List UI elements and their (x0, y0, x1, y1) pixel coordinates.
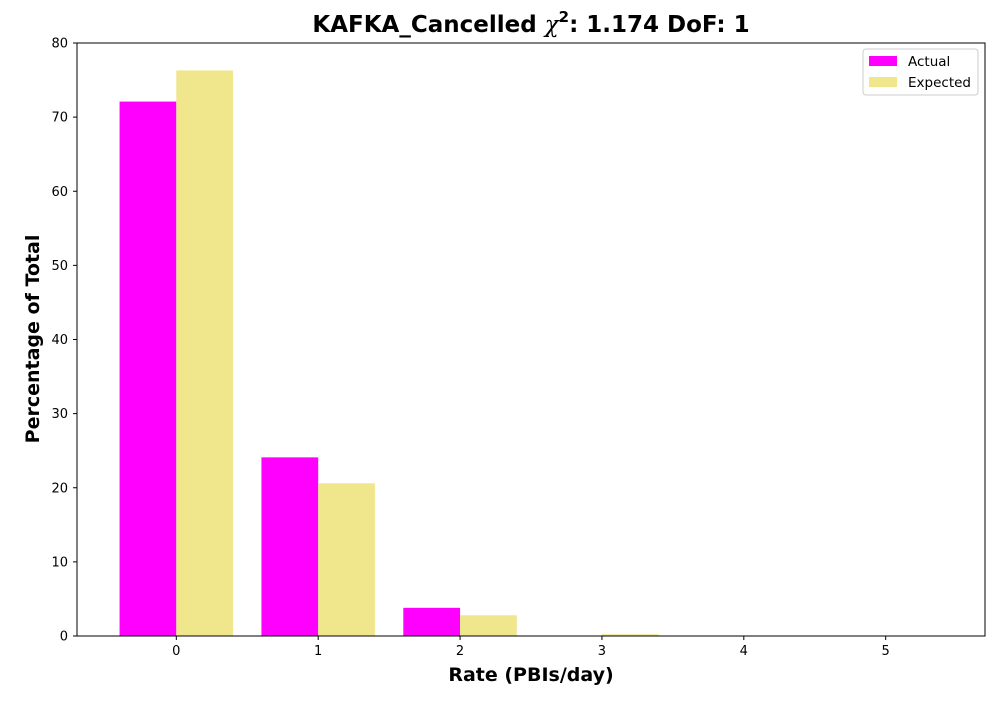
x-tick-label: 1 (314, 644, 322, 659)
x-tick-label: 5 (882, 644, 890, 659)
y-tick-label: 60 (51, 185, 68, 200)
y-tick-label: 40 (51, 333, 68, 348)
y-axis-ticks: 0 10 20 30 40 50 60 70 80 (51, 37, 77, 645)
y-tick-label: 0 (60, 630, 68, 645)
x-tick-label: 0 (172, 644, 180, 659)
bar-expected-1 (318, 483, 375, 636)
x-tick-label: 4 (740, 644, 748, 659)
x-axis-label: Rate (PBIs/day) (448, 664, 613, 686)
chart-title-sup: 2 (559, 8, 569, 26)
chart-title-suffix: : 1.174 DoF: 1 (569, 12, 750, 38)
bar-expected-2 (460, 615, 517, 636)
y-tick-label: 30 (51, 407, 68, 422)
x-tick-label: 2 (456, 644, 464, 659)
chart-title-prefix: KAFKA_Cancelled (312, 12, 544, 38)
x-tick-label: 3 (598, 644, 606, 659)
bars-layer (120, 70, 801, 636)
y-tick-label: 10 (51, 555, 68, 570)
bar-actual-2 (403, 608, 460, 636)
chart-title: KAFKA_Cancelled χ2: 1.174 DoF: 1 (312, 8, 749, 38)
bar-expected-0 (176, 70, 233, 636)
y-tick-label: 50 (51, 259, 68, 274)
y-tick-label: 80 (51, 37, 68, 52)
y-axis-label: Percentage of Total (22, 235, 44, 444)
legend-label-expected: Expected (908, 75, 971, 91)
bar-actual-1 (261, 457, 318, 636)
y-tick-label: 70 (51, 111, 68, 126)
bar-actual-0 (120, 102, 177, 636)
x-axis-ticks: 0 1 2 3 4 5 (172, 636, 890, 659)
legend-swatch-expected (869, 77, 897, 87)
legend-label-actual: Actual (908, 54, 950, 70)
legend: Actual Expected (863, 49, 978, 95)
y-tick-label: 20 (51, 481, 68, 496)
legend-swatch-actual (869, 56, 897, 66)
